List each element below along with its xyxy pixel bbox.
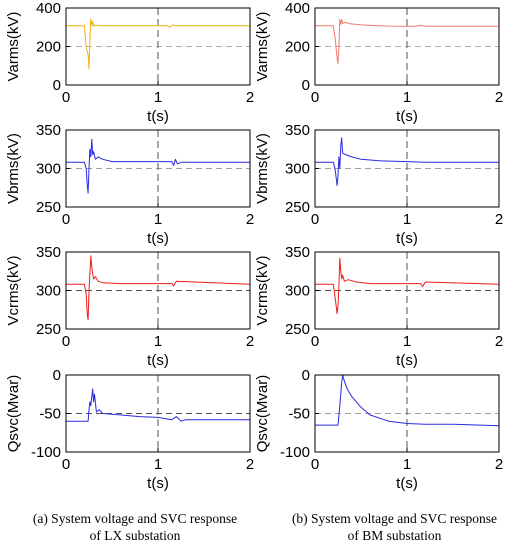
series-line-0 <box>66 255 251 321</box>
series-line-0 <box>315 374 500 427</box>
caption-b-line2: of BM substation <box>347 528 442 543</box>
series-line-0 <box>66 18 250 70</box>
y-tick-label: 300 <box>285 283 310 300</box>
y-tick-label: 250 <box>285 199 310 216</box>
y-tick-label: 250 <box>36 199 61 216</box>
x-axis-label: t(s) <box>396 108 418 125</box>
y-tick-label: 200 <box>285 39 310 56</box>
x-tick-label: 1 <box>154 456 162 473</box>
y-tick-label: 350 <box>36 122 61 139</box>
caption-b: (b) System voltage and SVC response of B… <box>262 510 527 544</box>
x-axis-label: t(s) <box>147 352 169 369</box>
x-tick-label: 0 <box>62 456 70 473</box>
x-axis-label: t(s) <box>147 108 169 125</box>
y-tick-label: 350 <box>285 122 310 139</box>
y-axis-label: Vcrms(kV) <box>5 256 22 326</box>
y-tick-label: 200 <box>36 39 61 56</box>
y-axis-label: Vcrms(kV) <box>254 256 271 326</box>
y-tick-label: 300 <box>36 283 61 300</box>
y-tick-label: -100 <box>280 444 310 461</box>
x-tick-label: 2 <box>495 456 503 473</box>
chart-panel-b3: 0 1 2 250 300 350 t(s) Vcrms(kV) <box>254 244 503 369</box>
y-tick-label: 250 <box>36 321 61 338</box>
y-tick-label: 0 <box>302 77 310 94</box>
x-tick-label: 2 <box>246 89 254 106</box>
caption-a: (a) System voltage and SVC response of L… <box>4 510 266 544</box>
y-axis-label: Vbrms(kV) <box>5 133 22 204</box>
x-tick-label: 1 <box>403 89 411 106</box>
x-tick-label: 1 <box>154 211 162 228</box>
y-tick-label: 350 <box>36 244 61 261</box>
y-tick-label: 250 <box>285 321 310 338</box>
x-axis-label: t(s) <box>147 475 169 492</box>
chart-panel-a1: 0 1 2 0 200 400 t(s) Varms(kV) <box>5 0 254 125</box>
x-tick-label: 1 <box>154 89 162 106</box>
y-tick-label: -50 <box>39 406 61 423</box>
y-axis-label: Vbrms(kV) <box>254 133 271 204</box>
x-tick-label: 0 <box>311 211 319 228</box>
y-tick-label: 0 <box>53 367 61 384</box>
x-tick-label: 0 <box>62 211 70 228</box>
y-tick-label: 300 <box>285 161 310 178</box>
y-axis-label: Qsvc(Mvar) <box>254 375 271 453</box>
x-tick-label: 2 <box>246 333 254 350</box>
y-tick-label: 0 <box>302 367 310 384</box>
series-line-0 <box>66 138 250 194</box>
y-axis-label: Varms(kV) <box>5 12 22 82</box>
series-line-0 <box>66 388 250 422</box>
x-tick-label: 0 <box>311 333 319 350</box>
chart-panel-a2: 0 1 2 250 300 350 t(s) Vbrms(kV) <box>5 122 254 247</box>
y-tick-label: 350 <box>285 244 310 261</box>
x-tick-label: 2 <box>495 211 503 228</box>
x-tick-label: 0 <box>311 456 319 473</box>
x-tick-label: 1 <box>154 333 162 350</box>
y-tick-label: -100 <box>31 444 61 461</box>
y-tick-label: 300 <box>36 161 61 178</box>
x-tick-label: 0 <box>62 89 70 106</box>
x-tick-label: 0 <box>62 333 70 350</box>
x-tick-label: 2 <box>246 456 254 473</box>
chart-panel-a4: 0 1 2 -100 -50 0 t(s) Qsvc(Mvar) <box>5 367 254 492</box>
x-tick-label: 2 <box>495 89 503 106</box>
x-tick-label: 1 <box>403 333 411 350</box>
x-axis-label: t(s) <box>396 475 418 492</box>
series-line-0 <box>315 137 499 186</box>
x-axis-label: t(s) <box>147 230 169 247</box>
y-tick-label: -50 <box>288 406 310 423</box>
x-tick-label: 0 <box>311 89 319 106</box>
y-axis-label: Qsvc(Mvar) <box>5 375 22 453</box>
caption-b-line1: (b) System voltage and SVC response <box>291 511 498 526</box>
caption-a-line1: (a) System voltage and SVC response <box>32 511 238 526</box>
series-line-0 <box>315 19 499 65</box>
series-line-0 <box>315 257 500 315</box>
x-tick-label: 2 <box>246 211 254 228</box>
caption-a-line2: of LX substation <box>89 528 181 543</box>
x-tick-label: 2 <box>495 333 503 350</box>
y-tick-label: 400 <box>285 0 310 17</box>
chart-panel-b4: 0 1 2 -100 -50 0 t(s) Qsvc(Mvar) <box>254 367 503 492</box>
y-tick-label: 0 <box>53 77 61 94</box>
x-axis-label: t(s) <box>396 352 418 369</box>
chart-panel-a3: 0 1 2 250 300 350 t(s) Vcrms(kV) <box>5 244 254 369</box>
y-tick-label: 400 <box>36 0 61 17</box>
x-axis-label: t(s) <box>396 230 418 247</box>
x-tick-label: 1 <box>403 211 411 228</box>
x-tick-label: 1 <box>403 456 411 473</box>
y-axis-label: Varms(kV) <box>254 12 271 82</box>
chart-panel-b2: 0 1 2 250 300 350 t(s) Vbrms(kV) <box>254 122 503 247</box>
chart-panel-b1: 0 1 2 0 200 400 t(s) Varms(kV) <box>254 0 503 125</box>
